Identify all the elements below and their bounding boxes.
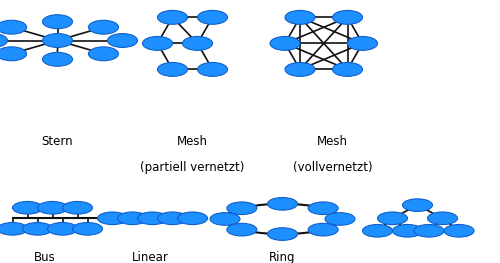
Ellipse shape	[0, 34, 8, 47]
Ellipse shape	[285, 11, 315, 24]
Ellipse shape	[88, 20, 118, 34]
Ellipse shape	[348, 37, 378, 50]
Ellipse shape	[0, 47, 26, 61]
Ellipse shape	[227, 223, 257, 236]
Ellipse shape	[308, 202, 338, 215]
Text: Mesh: Mesh	[177, 134, 208, 148]
Ellipse shape	[0, 20, 26, 34]
Ellipse shape	[308, 223, 338, 236]
Ellipse shape	[42, 52, 72, 66]
Ellipse shape	[182, 37, 212, 50]
Ellipse shape	[378, 212, 408, 225]
Ellipse shape	[227, 202, 257, 215]
Ellipse shape	[158, 11, 188, 24]
Ellipse shape	[42, 15, 72, 29]
Ellipse shape	[285, 63, 315, 76]
Ellipse shape	[12, 201, 42, 214]
Ellipse shape	[210, 213, 240, 225]
Ellipse shape	[198, 63, 228, 76]
Ellipse shape	[325, 213, 355, 225]
Ellipse shape	[0, 222, 28, 235]
Ellipse shape	[178, 212, 208, 225]
Text: Stern: Stern	[42, 134, 74, 148]
Ellipse shape	[62, 201, 92, 214]
Ellipse shape	[118, 212, 148, 225]
Ellipse shape	[158, 63, 188, 76]
Text: Linear: Linear	[132, 251, 168, 263]
Ellipse shape	[48, 222, 78, 235]
Text: (partiell vernetzt): (partiell vernetzt)	[140, 160, 244, 174]
Ellipse shape	[268, 198, 298, 210]
Ellipse shape	[42, 34, 72, 47]
Ellipse shape	[88, 47, 118, 61]
Ellipse shape	[142, 37, 172, 50]
Text: Mesh: Mesh	[317, 134, 348, 148]
Ellipse shape	[362, 225, 392, 237]
Ellipse shape	[72, 222, 102, 235]
Text: Bus: Bus	[34, 251, 56, 263]
Ellipse shape	[108, 34, 138, 47]
Ellipse shape	[138, 212, 168, 225]
Ellipse shape	[158, 212, 188, 225]
Ellipse shape	[198, 11, 228, 24]
Ellipse shape	[38, 201, 68, 214]
Ellipse shape	[414, 225, 444, 237]
Ellipse shape	[98, 212, 128, 225]
Ellipse shape	[402, 199, 432, 211]
Text: (vollvernetzt): (vollvernetzt)	[292, 160, 372, 174]
Ellipse shape	[444, 225, 474, 237]
Ellipse shape	[428, 212, 458, 225]
Text: Ring: Ring	[269, 251, 296, 263]
Ellipse shape	[392, 225, 422, 237]
Ellipse shape	[270, 37, 300, 50]
Ellipse shape	[332, 63, 362, 76]
Ellipse shape	[332, 11, 362, 24]
Ellipse shape	[268, 228, 298, 240]
Ellipse shape	[22, 222, 52, 235]
